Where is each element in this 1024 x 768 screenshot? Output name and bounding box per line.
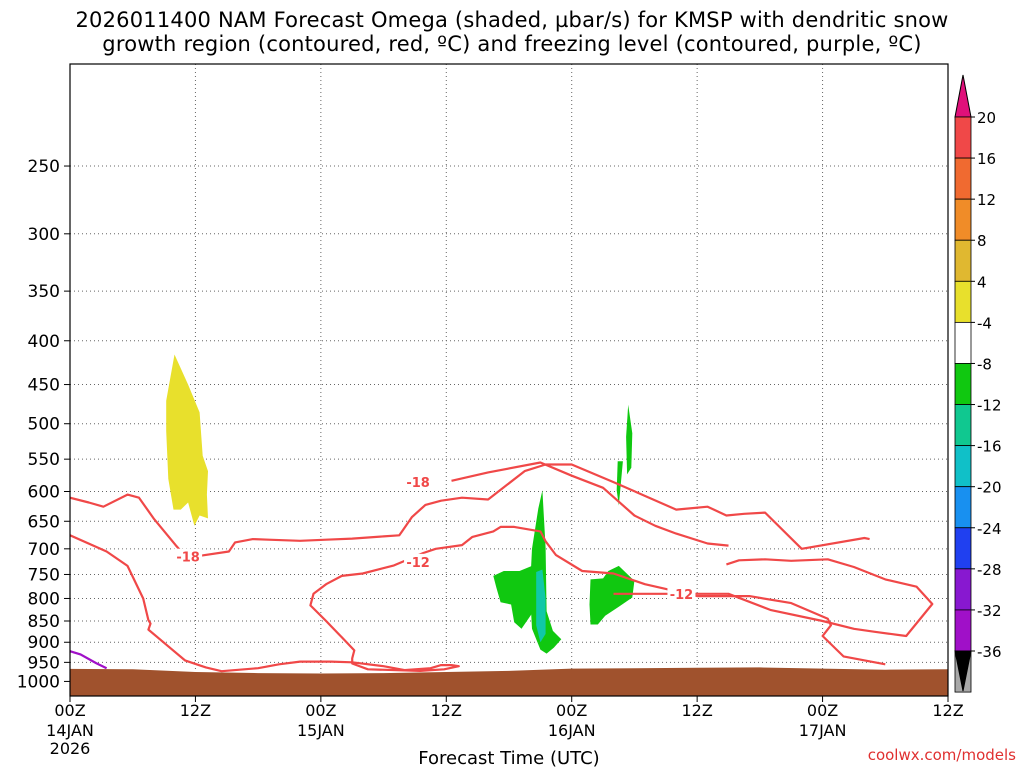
colorbar-label: -4 bbox=[977, 314, 992, 332]
y-tick-label: 1000 bbox=[17, 672, 60, 692]
ascent-streak-2 bbox=[626, 404, 633, 475]
site-credit[interactable]: coolwx.com/models bbox=[867, 746, 1016, 764]
colorbar-bin bbox=[954, 486, 972, 529]
colorbar-label: -16 bbox=[977, 438, 1002, 456]
ascent-cell-3 bbox=[589, 565, 635, 625]
ascent-core bbox=[536, 569, 546, 643]
colorbar-bin bbox=[954, 321, 972, 364]
colorbar-bin bbox=[954, 280, 972, 323]
y-tick-label: 800 bbox=[28, 589, 60, 609]
plot-frame bbox=[69, 63, 949, 697]
colorbar-label: -8 bbox=[977, 355, 992, 373]
ascent-streak-1 bbox=[616, 461, 623, 506]
colorbar-bin bbox=[954, 404, 972, 447]
y-axis: 2503003504004505005506006507007508008509… bbox=[17, 157, 70, 692]
colorbar-label: 8 bbox=[977, 232, 987, 250]
y-tick-label: 450 bbox=[28, 376, 60, 396]
colorbar-label: -24 bbox=[977, 520, 1002, 538]
y-tick-label: 950 bbox=[28, 653, 60, 673]
y-tick-label: 300 bbox=[28, 225, 60, 245]
contour-label-bg bbox=[667, 585, 696, 601]
x-tick-label: 16JAN bbox=[548, 721, 596, 740]
ascent-cell-1 bbox=[493, 565, 539, 629]
colorbar-bin bbox=[954, 198, 972, 241]
contour-label-bg bbox=[174, 548, 203, 564]
temperature-contours: -18 -18 -12 -12 bbox=[70, 461, 934, 673]
x-tick-label: 12Z bbox=[180, 701, 211, 720]
y-tick-label: 900 bbox=[28, 633, 60, 653]
grid-lines bbox=[70, 64, 948, 696]
colorbar-label: -32 bbox=[977, 602, 1002, 620]
x-tick-label: 00Z bbox=[305, 701, 336, 720]
colorbar-label: 16 bbox=[977, 150, 996, 168]
colorbar-label: 20 bbox=[977, 109, 996, 127]
contour-label: -12 bbox=[406, 556, 430, 571]
x-tick-label: 17JAN bbox=[799, 721, 847, 740]
x-tick-label: 00Z bbox=[54, 701, 85, 720]
y-tick-label: 600 bbox=[28, 483, 60, 503]
y-tick-label: 700 bbox=[28, 540, 60, 560]
x-axis-label: Forecast Time (UTC) bbox=[418, 748, 599, 768]
colorbar-label: -12 bbox=[977, 397, 1002, 415]
y-tick-label: 350 bbox=[28, 282, 60, 302]
contour-label-bg bbox=[404, 474, 433, 490]
contour-label: -18 bbox=[176, 551, 200, 566]
ground-terrain bbox=[70, 667, 948, 696]
chart-title-line-2: growth region (contoured, red, ºC) and f… bbox=[102, 32, 922, 56]
y-tick-label: 750 bbox=[28, 565, 60, 585]
contour-label: -18 bbox=[406, 476, 430, 491]
y-tick-label: 400 bbox=[28, 332, 60, 352]
y-tick-label: 500 bbox=[28, 415, 60, 435]
y-tick-label: 850 bbox=[28, 612, 60, 632]
colorbar-bottom-arrow bbox=[954, 650, 972, 692]
x-tick-label: 14JAN bbox=[46, 721, 94, 740]
contour-label: -12 bbox=[670, 588, 694, 603]
y-tick-label: 550 bbox=[28, 450, 60, 470]
contour-line-3 bbox=[613, 558, 934, 638]
colorbar-bin bbox=[954, 157, 972, 200]
y-tick-label: 250 bbox=[28, 157, 60, 177]
x-tick-label: 12Z bbox=[431, 701, 462, 720]
colorbar-label: -20 bbox=[977, 479, 1002, 497]
y-tick-label: 650 bbox=[28, 512, 60, 532]
x-tick-label: 00Z bbox=[556, 701, 587, 720]
colorbar: 20 16 12 8 4 -4 -8 -12 -16 -20 -24 -28 -32 -36 bbox=[954, 74, 1002, 693]
x-tick-label: 00Z bbox=[807, 701, 838, 720]
colorbar-label: 4 bbox=[977, 273, 987, 291]
x-tick-label: 15JAN bbox=[297, 721, 345, 740]
colorbar-bin bbox=[954, 445, 972, 488]
x-tick-label: 2026 bbox=[50, 739, 91, 758]
x-tick-label: 12Z bbox=[932, 701, 963, 720]
contour-line-2 bbox=[70, 525, 886, 673]
colorbar-bin bbox=[954, 568, 972, 611]
colorbar-bin bbox=[954, 527, 972, 570]
colorbar-label: -36 bbox=[977, 643, 1002, 661]
colorbar-label: 12 bbox=[977, 191, 996, 209]
contour-line-1 bbox=[451, 461, 729, 547]
colorbar-bin bbox=[954, 609, 972, 652]
omega-shading bbox=[166, 354, 635, 654]
descent-plume bbox=[166, 354, 208, 526]
freezing-level-line bbox=[70, 650, 108, 670]
contour-label-bg bbox=[404, 553, 433, 569]
colorbar-bin bbox=[954, 116, 972, 159]
colorbar-label: -28 bbox=[977, 561, 1002, 579]
colorbar-bin bbox=[954, 363, 972, 405]
x-tick-label: 12Z bbox=[681, 701, 712, 720]
ground-fill bbox=[70, 667, 948, 696]
colorbar-bin bbox=[954, 239, 972, 282]
chart-title-line-1: 2026011400 NAM Forecast Omega (shaded, µ… bbox=[75, 8, 949, 32]
contour-line-0 bbox=[70, 463, 870, 557]
colorbar-top-arrow bbox=[954, 74, 972, 118]
